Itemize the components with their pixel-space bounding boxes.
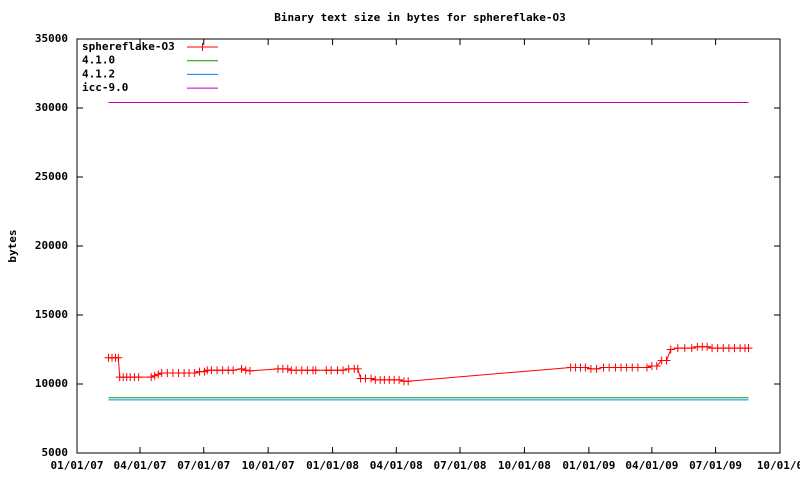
y-tick-label: 15000 (35, 308, 68, 321)
x-tick-label: 10/01/07 (242, 459, 295, 472)
x-tick-label: 04/01/07 (114, 459, 167, 472)
point-marker (190, 368, 199, 377)
x-tick-label: 01/01/07 (51, 459, 104, 472)
y-axis-label: bytes (6, 229, 19, 262)
point-marker (134, 373, 143, 382)
series-line (108, 346, 749, 382)
point-marker (283, 364, 292, 373)
point-marker (237, 364, 246, 373)
point-marker (241, 366, 250, 375)
point-marker (114, 353, 123, 362)
point-marker (150, 371, 159, 380)
point-marker (687, 344, 696, 353)
legend-marker (198, 43, 207, 51)
x-tick-label: 04/01/09 (625, 459, 678, 472)
point-marker (353, 364, 362, 373)
legend-label: 4.1.0 (82, 54, 115, 67)
legend-label: sphereflake-O3 (82, 40, 175, 53)
x-tick-label: 10/01/08 (498, 459, 551, 472)
point-marker (633, 363, 642, 372)
x-tick-label: 01/01/08 (306, 459, 359, 472)
y-tick-label: 10000 (35, 377, 68, 390)
x-tick-label: 04/01/08 (370, 459, 423, 472)
y-tick-label: 20000 (35, 239, 68, 252)
point-marker (703, 342, 712, 351)
y-tick-label: 25000 (35, 170, 68, 183)
y-tick-label: 30000 (35, 101, 68, 114)
point-marker (662, 356, 671, 365)
y-tick-label: 5000 (42, 446, 69, 459)
legend-label: 4.1.2 (82, 67, 115, 80)
x-tick-label: 01/01/09 (562, 459, 615, 472)
x-tick-label: 10/01/0 (757, 459, 800, 472)
point-marker (592, 364, 601, 373)
point-marker (245, 366, 254, 375)
y-tick-label: 35000 (35, 32, 68, 45)
point-marker (395, 375, 404, 384)
point-marker (147, 373, 156, 382)
chart-title: Binary text size in bytes for sphereflak… (274, 11, 565, 24)
legend-label: icc-9.0 (82, 81, 128, 94)
point-marker (680, 344, 689, 353)
point-marker (642, 363, 651, 372)
x-tick-label: 07/01/07 (177, 459, 230, 472)
x-tick-label: 07/01/09 (689, 459, 742, 472)
point-marker (339, 366, 348, 375)
point-marker (404, 377, 413, 386)
point-marker (311, 366, 320, 375)
plot-border (76, 38, 781, 454)
point-marker (229, 366, 238, 375)
x-tick-label: 07/01/08 (434, 459, 487, 472)
point-marker (652, 362, 661, 371)
point-marker (744, 344, 753, 353)
point-marker (673, 344, 682, 353)
point-marker (666, 345, 675, 354)
point-marker (367, 374, 376, 383)
point-marker (154, 370, 163, 379)
point-marker (581, 363, 590, 372)
